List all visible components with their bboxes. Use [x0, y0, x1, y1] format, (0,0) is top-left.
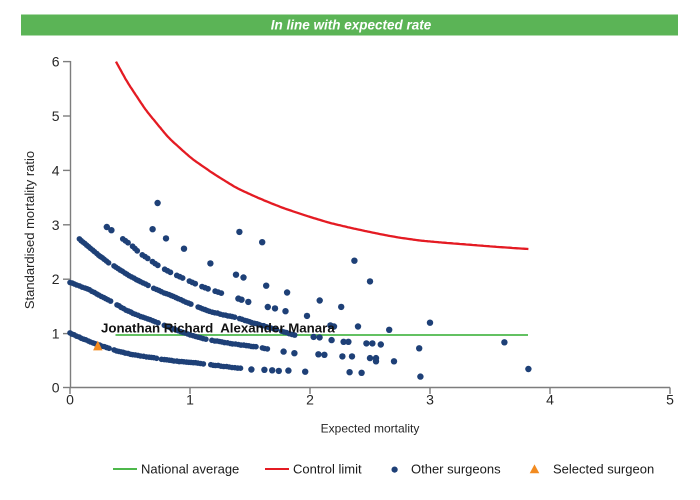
svg-text:4: 4	[546, 392, 554, 408]
svg-text:5: 5	[52, 108, 60, 124]
svg-text:3: 3	[426, 392, 434, 408]
svg-text:Expected mortality: Expected mortality	[321, 422, 420, 436]
svg-text:6: 6	[52, 54, 60, 70]
svg-text:Jonathan Richard Alexander Ma: Jonathan Richard Alexander Manara	[101, 321, 335, 336]
svg-text:Selected surgeon: Selected surgeon	[553, 462, 654, 477]
svg-text:1: 1	[186, 392, 194, 408]
svg-text:1: 1	[52, 326, 60, 342]
svg-text:Control limit: Control limit	[293, 462, 362, 477]
svg-text:4: 4	[52, 162, 60, 178]
svg-text:2: 2	[306, 392, 314, 408]
svg-text:Other surgeons: Other surgeons	[411, 462, 501, 477]
svg-text:In line with expected rate: In line with expected rate	[271, 18, 432, 33]
svg-text:0: 0	[52, 380, 60, 396]
svg-text:3: 3	[52, 217, 60, 233]
svg-text:National average: National average	[141, 462, 239, 477]
svg-text:5: 5	[666, 392, 674, 408]
svg-text:2: 2	[52, 271, 60, 287]
svg-text:Standardised mortality ratio: Standardised mortality ratio	[22, 151, 37, 309]
svg-text:0: 0	[66, 392, 74, 408]
